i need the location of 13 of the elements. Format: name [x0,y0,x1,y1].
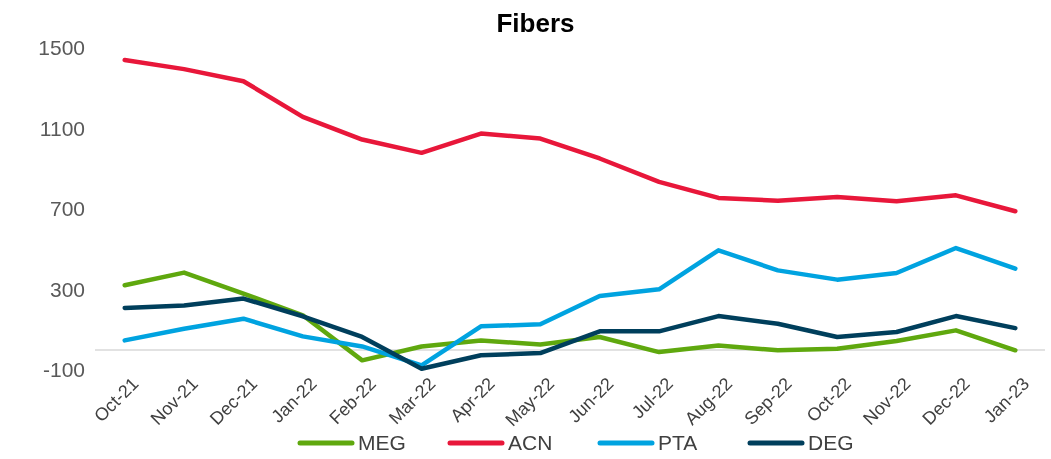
legend-label: DEG [808,431,854,455]
legend-label: PTA [658,431,698,455]
y-tick-label: -100 [42,358,85,382]
legend-label: MEG [358,431,406,455]
line-series [122,245,1018,368]
y-tick-label: 1100 [39,116,85,140]
line-series [122,57,1018,214]
legend-label: ACN [508,431,553,455]
chart-title: Fibers [496,8,575,38]
y-tick-label: 300 [49,277,85,301]
y-tick-label: 700 [49,197,85,221]
line-series [122,296,1018,372]
y-tick-label: 1500 [38,36,85,60]
